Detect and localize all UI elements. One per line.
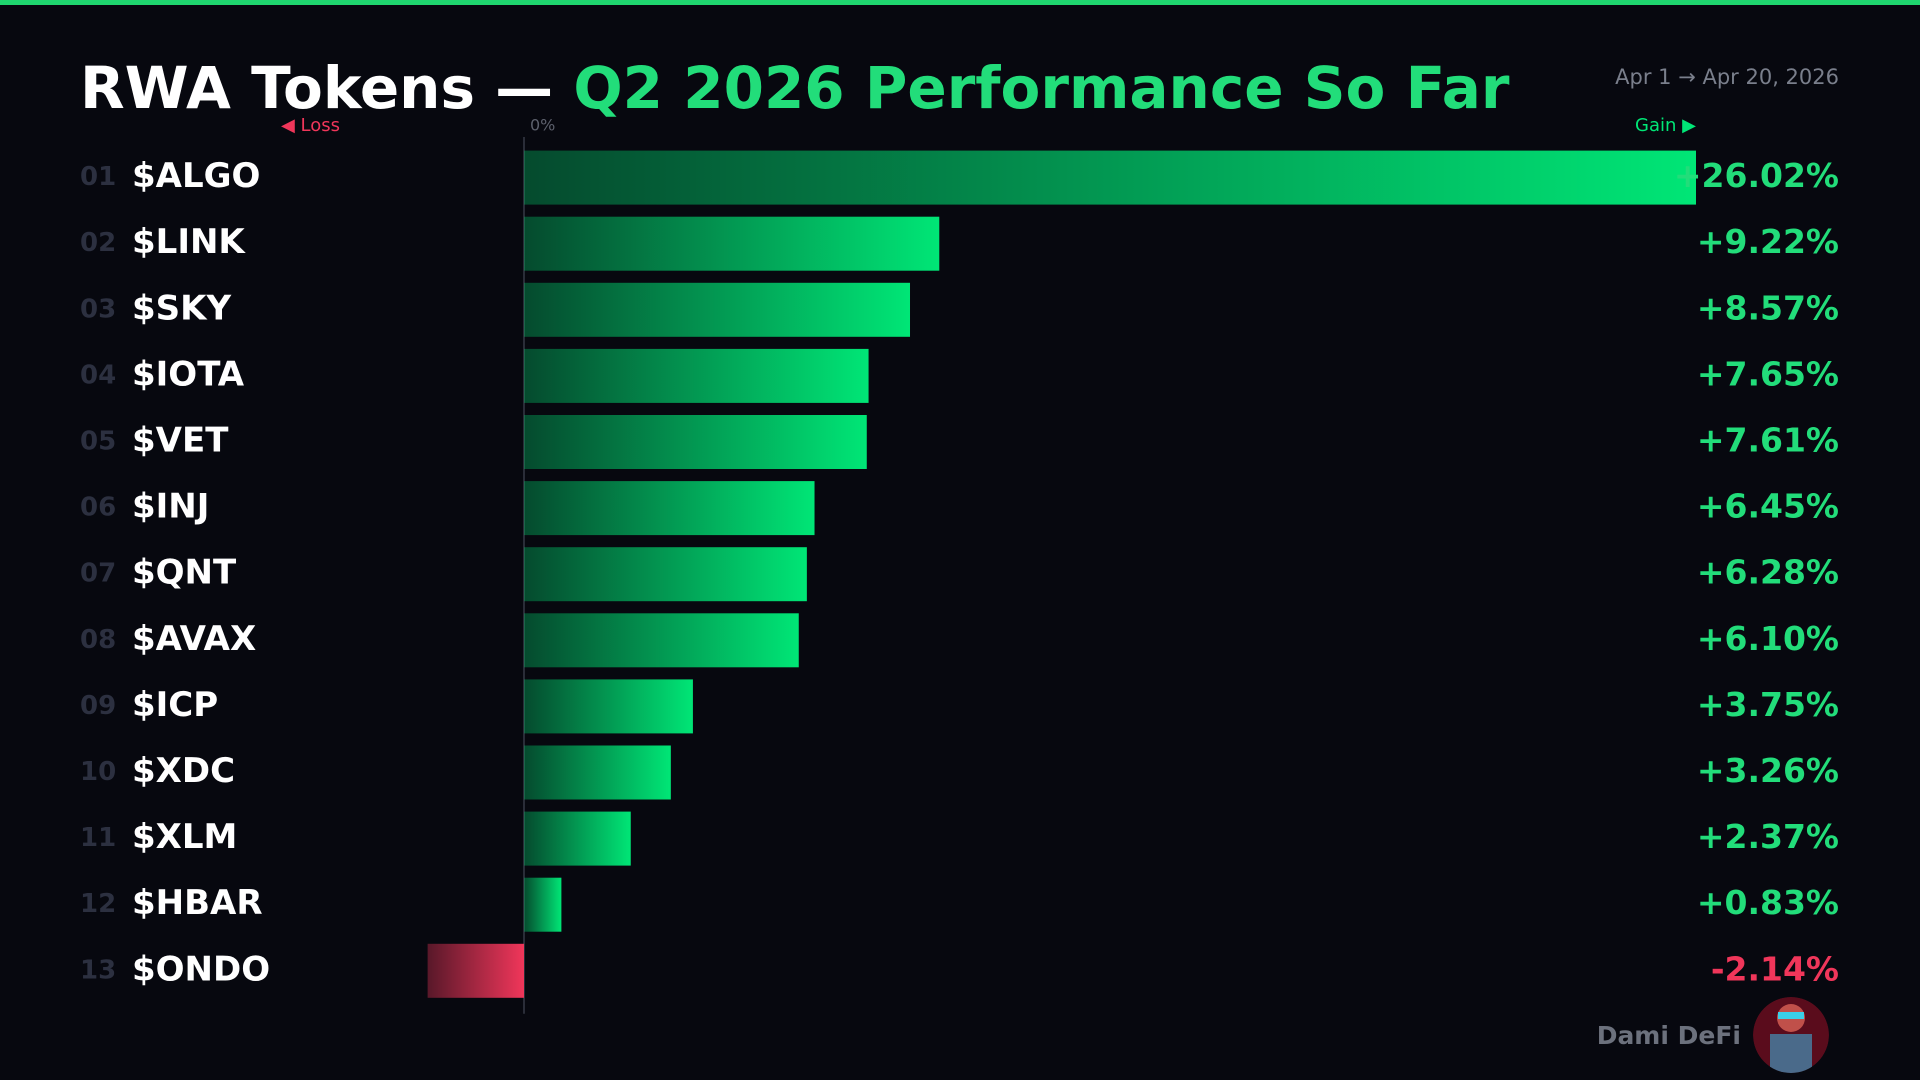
value-label: +0.83% (1697, 883, 1839, 922)
value-label: +2.37% (1697, 817, 1839, 856)
date-range: Apr 1 → Apr 20, 2026 (1615, 65, 1839, 89)
bar (524, 348, 869, 403)
bar (524, 415, 867, 469)
loss-label: ◀ Loss (281, 115, 340, 136)
top-accent (0, 0, 1920, 5)
title-sub: Q2 2026 Performance So Far (573, 54, 1510, 122)
value-label: +26.02% (1674, 156, 1839, 195)
value-label: +3.26% (1697, 751, 1839, 790)
value-label: +3.75% (1697, 685, 1839, 724)
bar (524, 877, 562, 932)
rank: 12 (80, 889, 116, 919)
rank: 06 (80, 493, 116, 523)
bar (524, 679, 693, 734)
bar (524, 811, 631, 866)
category-label: $XLM (132, 817, 237, 857)
gain-label: Gain ▶ (1635, 115, 1696, 136)
rank: 03 (80, 294, 116, 324)
rank: 09 (80, 691, 116, 721)
category-label: $INJ (132, 487, 209, 527)
category-label: $AVAX (132, 619, 256, 659)
value-label: +6.28% (1697, 553, 1839, 592)
category-label: $IOTA (132, 354, 245, 394)
rank: 02 (80, 228, 116, 258)
bar (524, 216, 940, 271)
value-label: +7.65% (1697, 354, 1839, 393)
x-tick-label: 0% (530, 116, 555, 135)
value-label: +9.22% (1697, 222, 1839, 261)
rank: 05 (80, 427, 116, 457)
rank: 04 (80, 360, 116, 390)
value-label: +7.61% (1697, 421, 1839, 460)
value-label: -2.14% (1711, 949, 1839, 988)
bar (524, 613, 799, 668)
value-label: +6.10% (1697, 619, 1839, 658)
bar (524, 745, 671, 800)
value-label: +6.45% (1697, 487, 1839, 526)
avatar (1753, 997, 1829, 1073)
category-label: $XDC (132, 751, 235, 791)
category-label: $HBAR (132, 883, 263, 923)
bar (427, 943, 524, 998)
title-main: RWA Tokens — (80, 54, 573, 122)
rank: 08 (80, 625, 116, 655)
category-label: $LINK (132, 222, 246, 262)
rank: 13 (80, 955, 116, 985)
rank: 11 (80, 823, 116, 853)
plot: 0% ◀ Loss Gain ▶ 01 $ALGO +26.02% 02 $LINK +9.22… (80, 115, 1839, 1014)
value-label: +8.57% (1697, 288, 1839, 327)
bar (524, 150, 1696, 205)
category-label: $ONDO (132, 949, 270, 989)
bar (524, 481, 815, 536)
category-label: $VET (132, 421, 229, 461)
category-label: $ALGO (132, 156, 260, 196)
bar (524, 547, 807, 602)
category-label: $QNT (132, 553, 237, 593)
category-label: $SKY (132, 288, 231, 328)
chart-title: RWA Tokens — Q2 2026 Performance So Far (80, 54, 1510, 122)
watermark: Dami DeFi (1597, 1021, 1741, 1050)
category-label: $ICP (132, 685, 218, 725)
rank: 10 (80, 757, 116, 787)
rank: 01 (80, 162, 116, 192)
bar (524, 282, 911, 337)
rank: 07 (80, 559, 116, 589)
